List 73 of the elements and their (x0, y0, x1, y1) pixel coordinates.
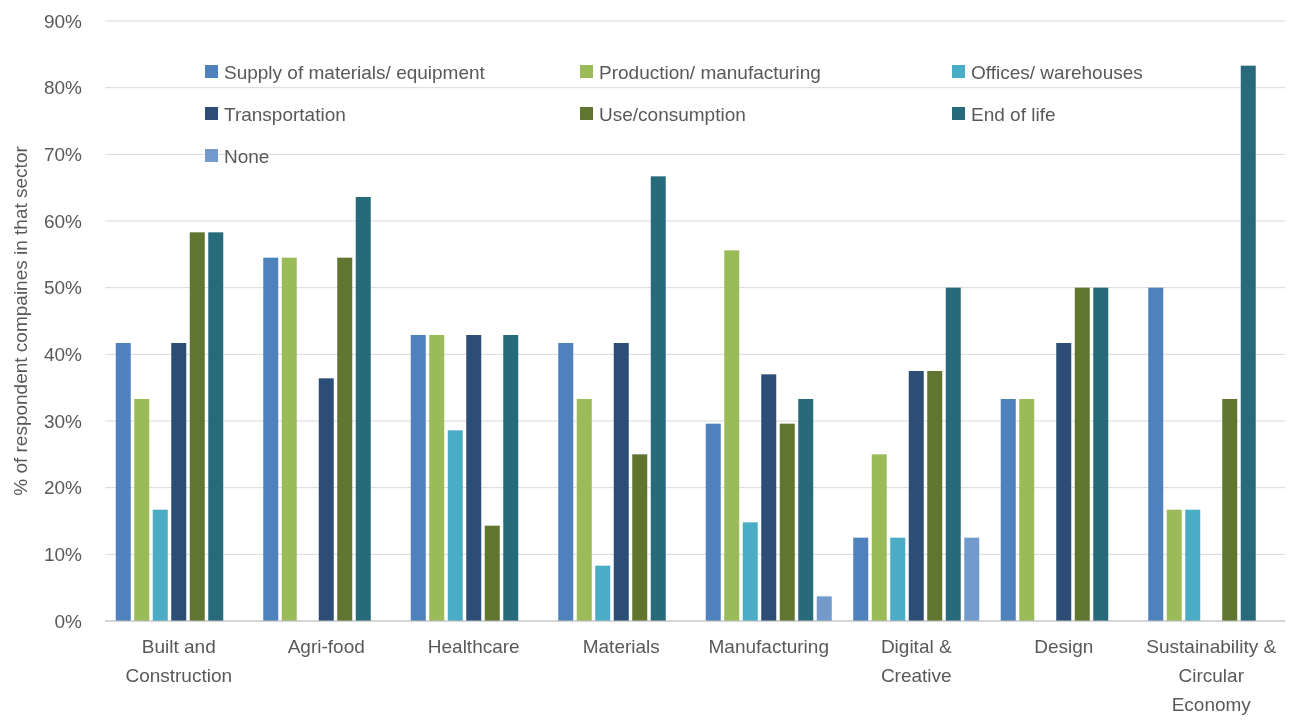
bar (908, 371, 924, 621)
y-tick-label: 0% (54, 610, 83, 632)
bar (558, 343, 574, 621)
bar (1019, 399, 1035, 621)
legend-label: Offices/ warehouses (971, 61, 1143, 83)
bar (1240, 65, 1256, 621)
bar (484, 525, 500, 621)
bar (927, 371, 943, 621)
bar (503, 335, 519, 621)
bar (853, 537, 869, 621)
x-tick-label: Design (1034, 636, 1094, 657)
bar (1056, 343, 1072, 621)
bar (337, 257, 353, 621)
bar (816, 596, 832, 621)
bar (779, 423, 795, 621)
legend-label: End of life (971, 103, 1056, 125)
bar (945, 287, 961, 621)
bar (761, 374, 777, 621)
legend-label: Production/ manufacturing (599, 61, 821, 83)
bar (429, 335, 445, 621)
bar (281, 257, 297, 621)
bar (466, 335, 482, 621)
bar (189, 232, 205, 621)
x-tick-label: Materials (582, 636, 660, 657)
y-tick-label: 70% (43, 143, 83, 165)
y-tick-label: 30% (43, 410, 83, 432)
bar (152, 509, 168, 621)
bar (208, 232, 224, 621)
y-tick-label: 60% (43, 210, 83, 232)
bar (613, 343, 629, 621)
legend-label: None (224, 145, 270, 167)
bar (1222, 399, 1238, 621)
bar (742, 522, 758, 621)
bar (890, 537, 906, 621)
bar (171, 343, 187, 621)
bar (1000, 399, 1016, 621)
y-tick-label: 80% (43, 77, 83, 99)
bar (1166, 509, 1182, 621)
bar (410, 335, 426, 621)
legend-label: Use/consumption (599, 103, 746, 125)
y-tick-label: 20% (43, 477, 83, 499)
legend-label: Supply of materials/ equipment (224, 61, 486, 83)
y-tick-label: 90% (43, 10, 83, 32)
bar (705, 423, 721, 621)
bar (1148, 287, 1164, 621)
legend-label: Transportation (224, 103, 346, 125)
x-tick-label: Agri-food (287, 636, 365, 657)
bar (650, 176, 666, 621)
x-tick-label: Built and Construction (125, 636, 233, 686)
bar (724, 250, 740, 621)
x-tick-label: Digital & Creative (880, 636, 952, 686)
bar (1185, 509, 1201, 621)
y-tick-label: 50% (43, 277, 83, 299)
bar (1074, 287, 1090, 621)
y-tick-label: 10% (43, 543, 83, 565)
bar (798, 399, 814, 621)
bar (115, 343, 131, 621)
bar (1093, 287, 1109, 621)
bar (576, 399, 592, 621)
x-tick-label: Healthcare (427, 636, 520, 657)
bar (134, 399, 150, 621)
bar (355, 197, 371, 621)
y-axis-title: % of respondent compaines in that sector (10, 145, 31, 496)
y-tick-label: 40% (43, 343, 83, 365)
x-tick-label: Sustainability & Circular Economy (1146, 636, 1277, 715)
x-tick-label: Manufacturing (708, 636, 829, 657)
bar (263, 257, 279, 621)
bar (318, 378, 334, 621)
bar (595, 565, 611, 621)
bar (964, 537, 980, 621)
bar (632, 454, 648, 621)
bar (447, 430, 463, 621)
bar (871, 454, 887, 621)
